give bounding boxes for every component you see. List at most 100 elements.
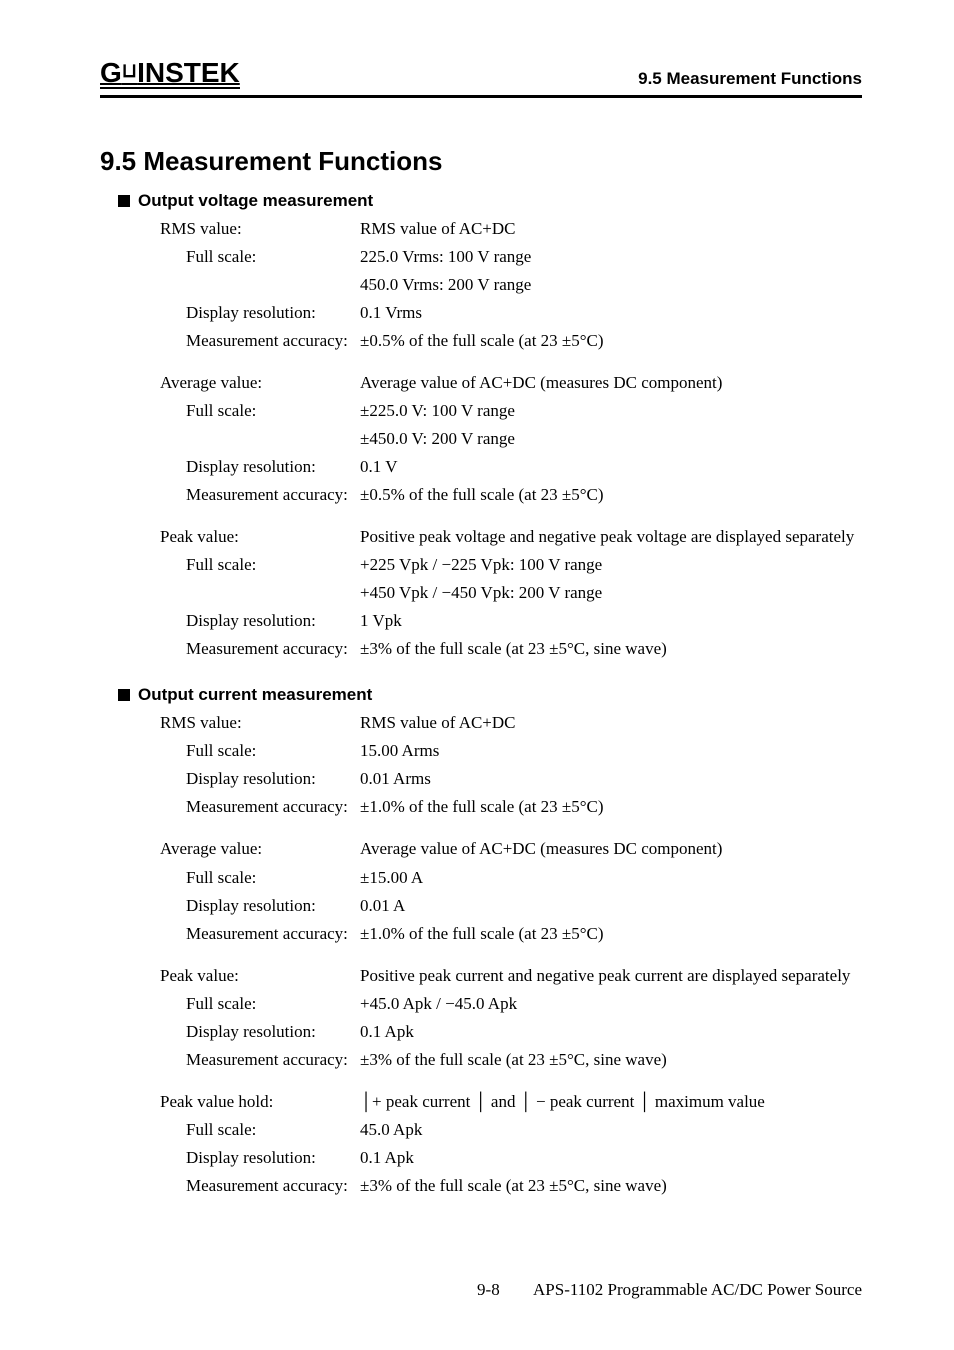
spec-label: Peak value hold: bbox=[160, 1088, 360, 1116]
spec-row: Average value: Average value of AC+DC (m… bbox=[160, 369, 862, 397]
spec-value: ±1.0% of the full scale (at 23 ±5°C) bbox=[360, 920, 862, 948]
spec-label: Full scale: bbox=[186, 397, 360, 425]
spec-row: RMS value: RMS value of AC+DC bbox=[160, 709, 862, 737]
spec-label: Display resolution: bbox=[186, 892, 360, 920]
spec-value: 450.0 Vrms: 200 V range bbox=[360, 271, 862, 299]
spec-label: Peak value: bbox=[160, 523, 360, 551]
spec-value: Average value of AC+DC (measures DC comp… bbox=[360, 369, 862, 397]
current-spec-block: RMS value: RMS value of AC+DC Full scale… bbox=[160, 709, 862, 1200]
spec-label: Measurement accuracy: bbox=[186, 327, 360, 355]
spec-row: Display resolution: 0.01 Arms bbox=[186, 765, 862, 793]
spec-label: Measurement accuracy: bbox=[186, 793, 360, 821]
spec-row: RMS value: RMS value of AC+DC bbox=[160, 215, 862, 243]
spec-row: Display resolution: 0.01 A bbox=[186, 892, 862, 920]
spec-value: +450 Vpk / −450 Vpk: 200 V range bbox=[360, 579, 862, 607]
spec-value: 45.0 Apk bbox=[360, 1116, 862, 1144]
spec-label: Measurement accuracy: bbox=[186, 920, 360, 948]
spec-label: Measurement accuracy: bbox=[186, 481, 360, 509]
spec-label: Full scale: bbox=[186, 551, 360, 579]
spec-value: Average value of AC+DC (measures DC comp… bbox=[360, 835, 862, 863]
spec-row: Peak value: Positive peak current and ne… bbox=[160, 962, 862, 990]
spec-label: Average value: bbox=[160, 835, 360, 863]
spec-label: Full scale: bbox=[186, 864, 360, 892]
spec-label: RMS value: bbox=[160, 215, 360, 243]
spec-label: Full scale: bbox=[186, 737, 360, 765]
spec-row: Average value: Average value of AC+DC (m… bbox=[160, 835, 862, 863]
spec-label: Display resolution: bbox=[186, 1144, 360, 1172]
spec-label: Average value: bbox=[160, 369, 360, 397]
spec-label: Full scale: bbox=[186, 1116, 360, 1144]
spec-value: 0.01 Arms bbox=[360, 765, 862, 793]
bullet-icon bbox=[118, 689, 130, 701]
spec-row: Display resolution: 0.1 Vrms bbox=[186, 299, 862, 327]
header-section-label: 9.5 Measurement Functions bbox=[638, 69, 862, 89]
spec-value: 0.1 V bbox=[360, 453, 862, 481]
spec-row: 450.0 Vrms: 200 V range bbox=[186, 271, 862, 299]
spec-row: Full scale: +45.0 Apk / −45.0 Apk bbox=[186, 990, 862, 1018]
spec-row: Full scale: 225.0 Vrms: 100 V range bbox=[186, 243, 862, 271]
logo: G⊔INSTEK bbox=[100, 60, 240, 89]
spec-label: Full scale: bbox=[186, 243, 360, 271]
spec-row: Measurement accuracy: ±1.0% of the full … bbox=[186, 920, 862, 948]
page: G⊔INSTEK 9.5 Measurement Functions 9.5 M… bbox=[0, 0, 954, 1350]
spec-value: ±3% of the full scale (at 23 ±5°C, sine … bbox=[360, 1046, 862, 1074]
spec-row: Display resolution: 1 Vpk bbox=[186, 607, 862, 635]
spec-label: Full scale: bbox=[186, 990, 360, 1018]
bullet-icon bbox=[118, 195, 130, 207]
spec-value: +45.0 Apk / −45.0 Apk bbox=[360, 990, 862, 1018]
spec-label: Measurement accuracy: bbox=[186, 635, 360, 663]
spec-value: Positive peak voltage and negative peak … bbox=[360, 523, 862, 551]
spec-row: Full scale: ±225.0 V: 100 V range bbox=[186, 397, 862, 425]
spec-value: 0.1 Vrms bbox=[360, 299, 862, 327]
spec-value: 0.01 A bbox=[360, 892, 862, 920]
spec-label: Measurement accuracy: bbox=[186, 1172, 360, 1200]
page-footer: 9-8 APS-1102 Programmable AC/DC Power So… bbox=[477, 1280, 862, 1300]
voltage-heading: Output voltage measurement bbox=[118, 191, 862, 211]
spec-value: ±15.00 A bbox=[360, 864, 862, 892]
spec-value: ±0.5% of the full scale (at 23 ±5°C) bbox=[360, 481, 862, 509]
spec-value: ±0.5% of the full scale (at 23 ±5°C) bbox=[360, 327, 862, 355]
section-title: 9.5 Measurement Functions bbox=[100, 146, 862, 177]
logo-text: G⊔INSTEK bbox=[100, 60, 240, 87]
spec-row: Measurement accuracy: ±3% of the full sc… bbox=[186, 635, 862, 663]
spec-label: RMS value: bbox=[160, 709, 360, 737]
spec-row: Measurement accuracy: ±0.5% of the full … bbox=[186, 481, 862, 509]
current-heading-text: Output current measurement bbox=[138, 685, 372, 704]
spec-label: Display resolution: bbox=[186, 607, 360, 635]
spec-row: Measurement accuracy: ±3% of the full sc… bbox=[186, 1046, 862, 1074]
page-number: 9-8 bbox=[477, 1280, 500, 1300]
spec-value: RMS value of AC+DC bbox=[360, 709, 862, 737]
spec-label: Display resolution: bbox=[186, 299, 360, 327]
spec-label: Display resolution: bbox=[186, 453, 360, 481]
spec-value: 1 Vpk bbox=[360, 607, 862, 635]
voltage-heading-text: Output voltage measurement bbox=[138, 191, 373, 210]
spec-value: +225 Vpk / −225 Vpk: 100 V range bbox=[360, 551, 862, 579]
spec-label bbox=[186, 271, 360, 299]
spec-row: Measurement accuracy: ±0.5% of the full … bbox=[186, 327, 862, 355]
spec-label: Display resolution: bbox=[186, 1018, 360, 1046]
spec-label: Peak value: bbox=[160, 962, 360, 990]
spec-row: Full scale: +225 Vpk / −225 Vpk: 100 V r… bbox=[186, 551, 862, 579]
spec-row: Peak value: Positive peak voltage and ne… bbox=[160, 523, 862, 551]
spec-row: Full scale: 15.00 Arms bbox=[186, 737, 862, 765]
spec-value: 0.1 Apk bbox=[360, 1018, 862, 1046]
spec-value: ±1.0% of the full scale (at 23 ±5°C) bbox=[360, 793, 862, 821]
spec-value: ±3% of the full scale (at 23 ±5°C, sine … bbox=[360, 635, 862, 663]
voltage-spec-block: RMS value: RMS value of AC+DC Full scale… bbox=[160, 215, 862, 664]
spec-row: Measurement accuracy: ±3% of the full sc… bbox=[186, 1172, 862, 1200]
spec-row: Measurement accuracy: ±1.0% of the full … bbox=[186, 793, 862, 821]
spec-row: Display resolution: 0.1 Apk bbox=[186, 1144, 862, 1172]
spec-value: Positive peak current and negative peak … bbox=[360, 962, 862, 990]
spec-value: 15.00 Arms bbox=[360, 737, 862, 765]
spec-label bbox=[186, 579, 360, 607]
spec-label bbox=[186, 425, 360, 453]
spec-value: 0.1 Apk bbox=[360, 1144, 862, 1172]
spec-value: ±225.0 V: 100 V range bbox=[360, 397, 862, 425]
spec-row: ±450.0 V: 200 V range bbox=[186, 425, 862, 453]
spec-row: Display resolution: 0.1 Apk bbox=[186, 1018, 862, 1046]
spec-value: RMS value of AC+DC bbox=[360, 215, 862, 243]
spec-row: +450 Vpk / −450 Vpk: 200 V range bbox=[186, 579, 862, 607]
doc-title: APS-1102 Programmable AC/DC Power Source bbox=[533, 1280, 862, 1299]
spec-value: │+ peak current │ and │ − peak current │… bbox=[360, 1088, 862, 1116]
spec-row: Display resolution: 0.1 V bbox=[186, 453, 862, 481]
